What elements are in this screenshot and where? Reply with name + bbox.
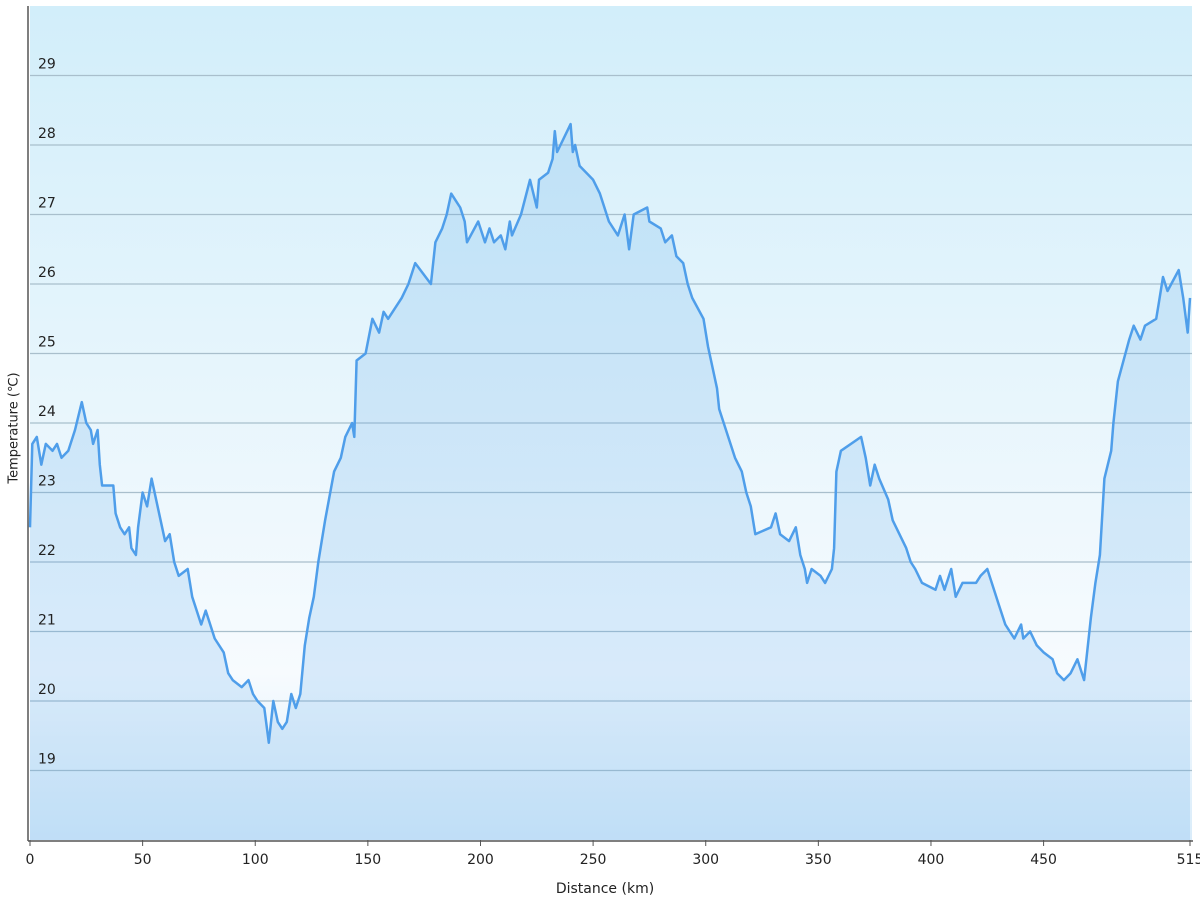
area-fill — [30, 124, 1190, 841]
x-tick-label: 450 — [1030, 852, 1057, 868]
temperature-line — [28, 122, 1192, 744]
x-tick-label: 300 — [692, 852, 719, 868]
x-tick-label: 350 — [805, 852, 832, 868]
x-tick-label: 200 — [467, 852, 494, 868]
y-tick-label: 26 — [38, 265, 56, 281]
y-tick-label: 20 — [38, 682, 56, 698]
y-tick-label: 21 — [38, 613, 56, 629]
x-tick-label: 0 — [26, 852, 35, 868]
y-tick-label: 19 — [38, 752, 56, 768]
x-tick-label: 100 — [242, 852, 269, 868]
y-tick-label: 23 — [38, 474, 56, 490]
y-tick-label: 24 — [38, 404, 56, 420]
x-tick-label: 515 — [1177, 852, 1200, 868]
marks — [28, 122, 1192, 841]
y-tick-label: 25 — [38, 335, 56, 351]
x-tick-label: 400 — [918, 852, 945, 868]
x-tick-label: 250 — [580, 852, 607, 868]
x-tick-label: 150 — [354, 852, 381, 868]
y-axis-label: Temperature (℃) — [7, 372, 22, 484]
grid — [30, 74, 1192, 772]
y-tick-label: 28 — [38, 126, 56, 142]
y-tick-label: 29 — [38, 57, 56, 73]
y-tick-label: 27 — [38, 196, 56, 212]
x-axis-label: Distance (km) — [556, 881, 654, 897]
x-tick-label: 50 — [134, 852, 152, 868]
y-tick-label: 22 — [38, 543, 56, 559]
